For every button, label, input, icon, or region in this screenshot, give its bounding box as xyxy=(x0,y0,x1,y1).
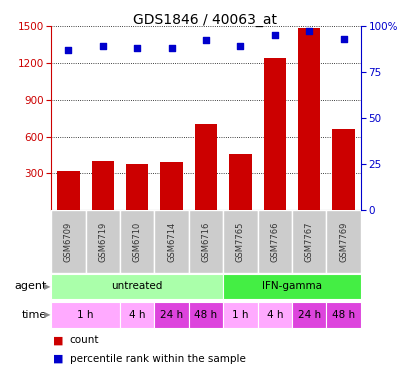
Point xyxy=(99,43,106,49)
Point xyxy=(305,28,312,34)
Point xyxy=(65,47,72,53)
Bar xyxy=(120,210,154,273)
Text: IFN-gamma: IFN-gamma xyxy=(261,281,321,291)
Text: GSM6714: GSM6714 xyxy=(167,221,176,262)
Text: count: count xyxy=(70,335,99,346)
Bar xyxy=(297,28,319,210)
Bar xyxy=(222,302,257,328)
Bar xyxy=(92,161,114,210)
Text: ■: ■ xyxy=(53,335,64,346)
Bar xyxy=(154,210,189,273)
Point xyxy=(168,45,175,51)
Point xyxy=(202,37,209,43)
Text: GSM7765: GSM7765 xyxy=(235,221,244,262)
Bar xyxy=(189,210,222,273)
Bar xyxy=(257,210,291,273)
Text: ▶: ▶ xyxy=(44,310,50,319)
Bar xyxy=(160,163,182,210)
Bar xyxy=(126,164,148,210)
Text: 48 h: 48 h xyxy=(331,310,354,320)
Text: GSM7767: GSM7767 xyxy=(304,221,313,262)
Text: ▶: ▶ xyxy=(44,282,50,291)
Text: 48 h: 48 h xyxy=(194,310,217,320)
Bar xyxy=(326,210,360,273)
Text: GSM6709: GSM6709 xyxy=(64,221,73,262)
Bar xyxy=(229,154,251,210)
Text: GSM6716: GSM6716 xyxy=(201,221,210,262)
Text: 4 h: 4 h xyxy=(129,310,145,320)
Bar xyxy=(57,171,79,210)
Bar xyxy=(326,302,360,328)
Text: GDS1846 / 40063_at: GDS1846 / 40063_at xyxy=(133,13,276,27)
Bar xyxy=(194,124,217,210)
Text: percentile rank within the sample: percentile rank within the sample xyxy=(70,354,245,364)
Text: 24 h: 24 h xyxy=(160,310,183,320)
Text: agent: agent xyxy=(15,281,47,291)
Bar xyxy=(291,302,326,328)
Text: 1 h: 1 h xyxy=(231,310,248,320)
Bar xyxy=(291,210,326,273)
Text: ■: ■ xyxy=(53,354,64,364)
Bar xyxy=(120,302,154,328)
Bar xyxy=(51,302,120,328)
Text: untreated: untreated xyxy=(111,281,162,291)
Text: 4 h: 4 h xyxy=(266,310,282,320)
Bar xyxy=(51,274,222,299)
Bar xyxy=(222,274,360,299)
Point xyxy=(271,32,277,38)
Bar xyxy=(85,210,120,273)
Bar xyxy=(51,210,85,273)
Text: 24 h: 24 h xyxy=(297,310,320,320)
Point xyxy=(134,45,140,51)
Bar xyxy=(263,58,285,210)
Bar xyxy=(257,302,291,328)
Text: time: time xyxy=(22,310,47,320)
Bar xyxy=(189,302,222,328)
Point xyxy=(236,43,243,49)
Text: 1 h: 1 h xyxy=(77,310,94,320)
Bar xyxy=(154,302,189,328)
Text: GSM6710: GSM6710 xyxy=(133,221,142,262)
Point xyxy=(339,36,346,41)
Bar xyxy=(222,210,257,273)
Text: GSM7766: GSM7766 xyxy=(270,221,279,262)
Text: GSM6719: GSM6719 xyxy=(98,221,107,262)
Text: GSM7769: GSM7769 xyxy=(338,221,347,262)
Bar xyxy=(332,129,354,210)
